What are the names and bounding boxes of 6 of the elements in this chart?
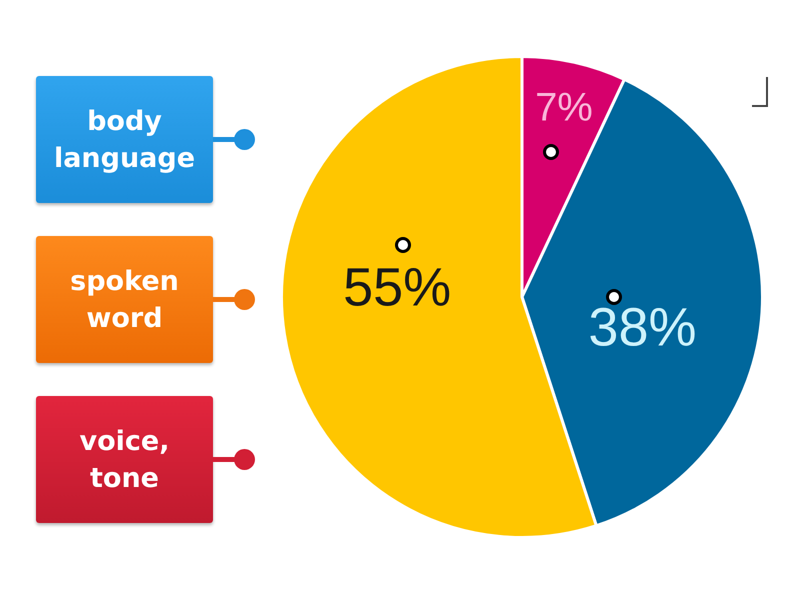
label-card: voice, tone (36, 396, 213, 523)
label-card: body language (36, 76, 213, 203)
data-label: 55% (343, 257, 452, 318)
data-label: 7% (535, 85, 593, 130)
data-label: 38% (588, 298, 696, 358)
label-card: spoken word (36, 236, 213, 363)
